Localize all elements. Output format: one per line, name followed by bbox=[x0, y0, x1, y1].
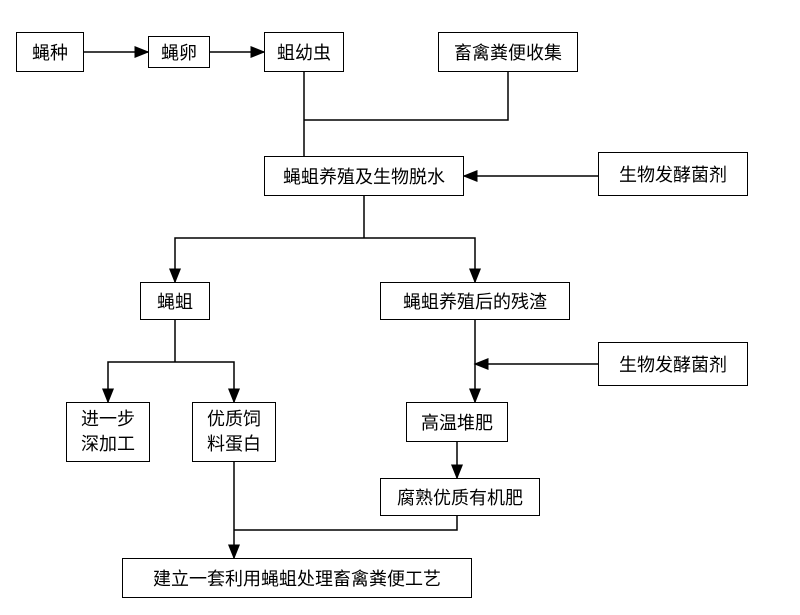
flowchart-node-n10: 进一步深加工 bbox=[66, 402, 150, 462]
node-label: 料蛋白 bbox=[207, 432, 261, 457]
flowchart-node-n13: 腐熟优质有机肥 bbox=[380, 478, 540, 516]
flowchart-edge bbox=[234, 516, 457, 530]
node-label: 生物发酵菌剂 bbox=[619, 351, 727, 377]
node-label: 腐熟优质有机肥 bbox=[397, 484, 523, 510]
flowchart-edge bbox=[175, 238, 364, 282]
node-label: 蝇蛆养殖及生物脱水 bbox=[283, 163, 445, 189]
flowchart-node-n5: 蝇蛆养殖及生物脱水 bbox=[264, 156, 464, 196]
node-label: 蛆幼虫 bbox=[277, 39, 331, 65]
node-label: 蝇蛆养殖后的残渣 bbox=[403, 288, 547, 314]
flowchart-edge bbox=[108, 362, 175, 402]
node-label: 蝇卵 bbox=[161, 39, 197, 65]
flowchart-node-n1: 蝇种 bbox=[16, 32, 84, 72]
flowchart-node-n14: 建立一套利用蝇蛆处理畜禽粪便工艺 bbox=[122, 558, 472, 598]
node-label: 蝇蛆 bbox=[157, 288, 193, 314]
flowchart-node-n4: 畜禽粪便收集 bbox=[438, 32, 578, 72]
flowchart-edge bbox=[175, 362, 234, 402]
flowchart-node-n12: 高温堆肥 bbox=[406, 402, 508, 442]
flowchart-node-n8: 蝇蛆养殖后的残渣 bbox=[380, 282, 570, 320]
flowchart-node-n2: 蝇卵 bbox=[148, 36, 210, 68]
node-label: 进一步 bbox=[81, 407, 135, 432]
node-label: 优质饲 bbox=[207, 407, 261, 432]
node-label: 生物发酵菌剂 bbox=[619, 161, 727, 187]
node-label: 畜禽粪便收集 bbox=[454, 39, 562, 65]
node-label: 建立一套利用蝇蛆处理畜禽粪便工艺 bbox=[153, 565, 441, 591]
flowchart-edge bbox=[364, 238, 475, 282]
node-label: 蝇种 bbox=[32, 39, 68, 65]
flowchart-node-n11: 优质饲料蛋白 bbox=[192, 402, 276, 462]
node-label: 高温堆肥 bbox=[421, 409, 493, 435]
flowchart-node-n3: 蛆幼虫 bbox=[264, 32, 344, 72]
node-label: 深加工 bbox=[81, 432, 135, 457]
flowchart-node-n6: 生物发酵菌剂 bbox=[598, 152, 748, 196]
flowchart-edge bbox=[304, 72, 508, 120]
flowchart-node-n9: 生物发酵菌剂 bbox=[598, 342, 748, 386]
flowchart-node-n7: 蝇蛆 bbox=[140, 282, 210, 320]
